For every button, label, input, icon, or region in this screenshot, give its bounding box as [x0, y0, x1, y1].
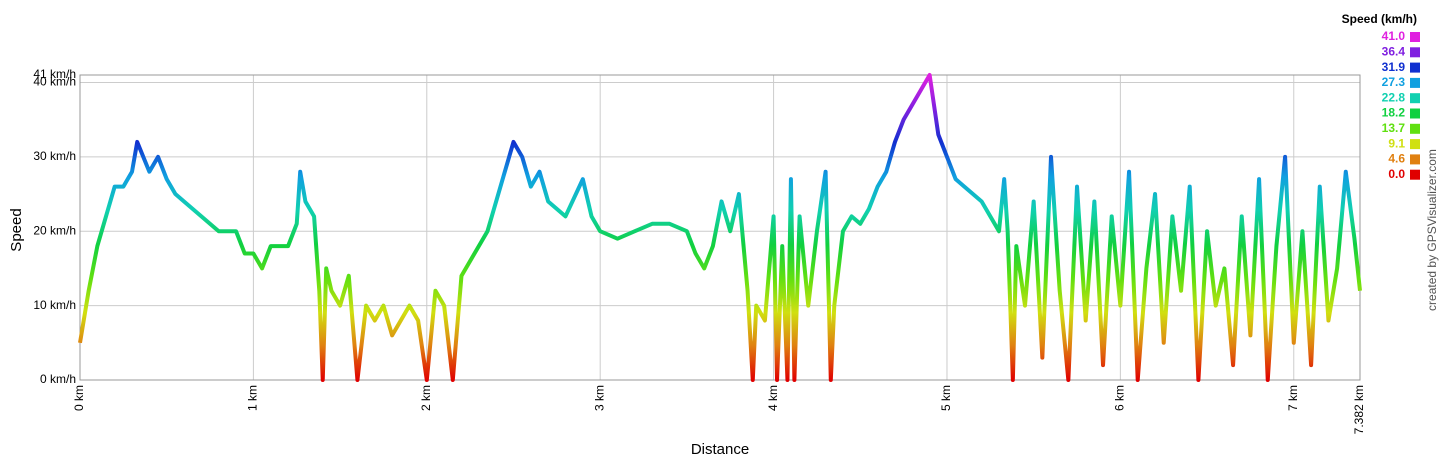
- legend-swatch: [1410, 77, 1420, 88]
- x-tick-label: 7.382 km: [1352, 385, 1366, 434]
- x-tick-label: 6 km: [1113, 385, 1127, 411]
- y-tick-label: 0 km/h: [40, 372, 76, 386]
- legend-label: 13.7: [1382, 121, 1406, 135]
- legend-swatch: [1410, 93, 1420, 104]
- legend-swatch: [1410, 154, 1420, 165]
- y-axis-label: Speed: [8, 208, 25, 251]
- legend-label: 22.8: [1382, 90, 1406, 104]
- legend-label: 0.0: [1388, 167, 1405, 181]
- legend-swatch: [1410, 169, 1420, 180]
- x-tick-label: 4 km: [766, 385, 780, 411]
- legend-swatch: [1410, 139, 1420, 150]
- y-tick-label: 41 km/h: [33, 67, 76, 81]
- legend-label: 41.0: [1382, 29, 1406, 43]
- x-axis-label: Distance: [691, 441, 749, 458]
- y-tick-label: 40 km/h: [33, 75, 76, 89]
- x-tick-label: 3 km: [592, 385, 606, 411]
- legend-swatch: [1410, 62, 1420, 73]
- x-tick-label: 0 km: [72, 385, 86, 411]
- credit: created by GPSVisualizer.com: [1425, 149, 1439, 311]
- legend-label: 31.9: [1382, 60, 1406, 74]
- legend-swatch: [1410, 32, 1420, 42]
- x-tick-label: 7 km: [1286, 385, 1300, 411]
- legend-label: 18.2: [1382, 106, 1406, 120]
- y-tick-label: 30 km/h: [33, 149, 76, 163]
- legend-swatch: [1410, 47, 1420, 58]
- y-tick-label: 10 km/h: [33, 298, 76, 312]
- legend-swatch: [1410, 123, 1420, 134]
- x-tick-label: 2 km: [419, 385, 433, 411]
- x-tick-label: 5 km: [939, 385, 953, 411]
- y-tick-label: 20 km/h: [33, 223, 76, 237]
- speed-line: [78, 73, 1362, 382]
- legend-label: 36.4: [1382, 44, 1406, 58]
- legend-label: 4.6: [1388, 152, 1405, 166]
- legend-title: Speed (km/h): [1342, 12, 1417, 26]
- legend-label: 27.3: [1382, 75, 1406, 89]
- legend-label: 9.1: [1388, 136, 1405, 150]
- plot-border: [79, 74, 1361, 381]
- legend-swatch: [1410, 108, 1420, 119]
- x-tick-label: 1 km: [246, 385, 260, 411]
